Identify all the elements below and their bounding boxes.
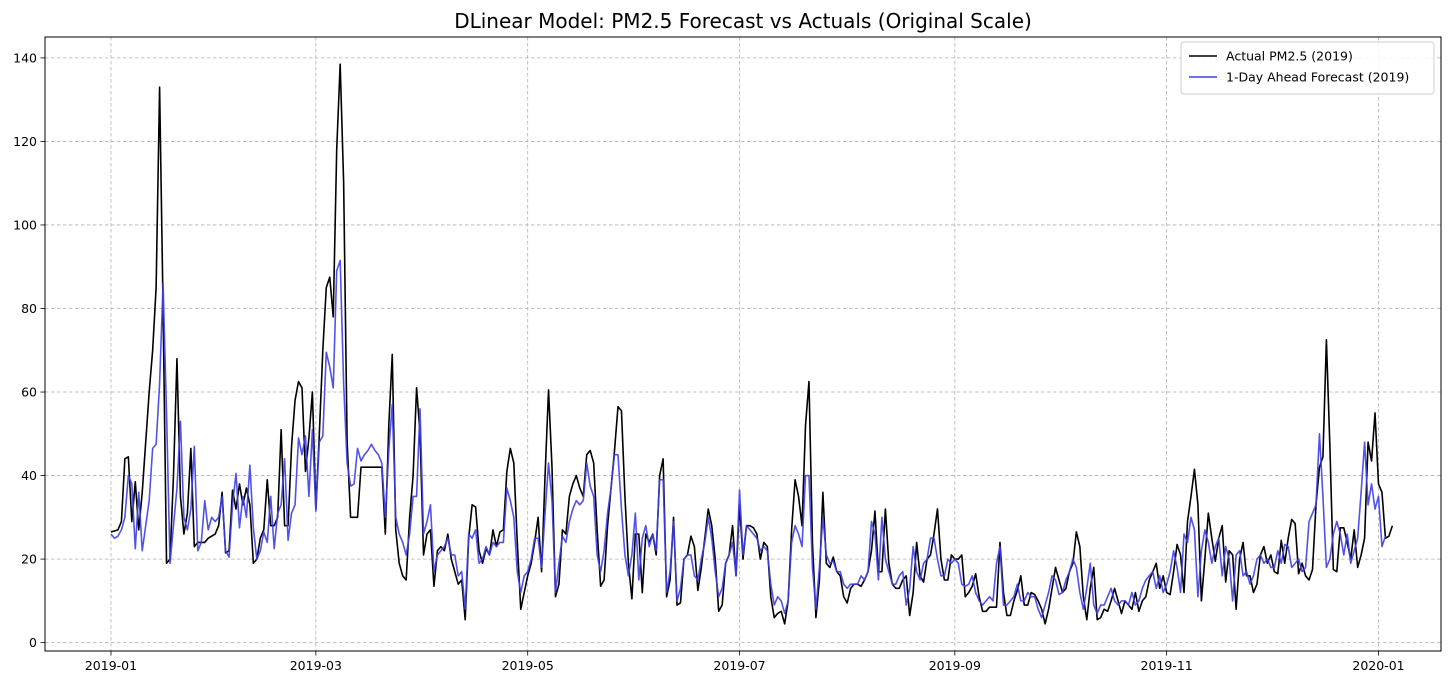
y-tick-label: 80 [21,301,37,316]
y-tick-label: 60 [21,385,37,400]
y-tick-label: 120 [13,134,37,149]
y-tick-label: 0 [29,635,37,650]
legend-box [1180,41,1435,95]
x-tick-label: 2019-07 [713,658,765,673]
legend: Actual PM2.5 (2019) 1-Day Ahead Forecast … [1180,41,1435,95]
x-tick-label: 2019-03 [290,658,342,673]
y-tick-label: 140 [13,50,37,65]
legend-entry: 1-Day Ahead Forecast (2019) [1226,70,1409,85]
y-tick-label: 100 [13,217,37,232]
forecast-series-line [110,259,1387,619]
x-tick-label: 2020-01 [1352,658,1404,673]
x-axis: 2019-01 2019-03 2019-05 2019-07 2019-09 2019-… [85,651,1405,673]
y-tick-label: 20 [21,552,37,567]
y-tick-label: 40 [21,468,37,483]
x-tick-label: 2019-09 [929,658,981,673]
y-axis: 0 20 40 60 80 100 120 140 [13,50,45,650]
x-tick-label: 2019-01 [85,658,137,673]
chart-title: DLinear Model: PM2.5 Forecast vs Actuals… [454,9,1032,33]
plot-frame [44,36,1442,652]
plot-lines [110,63,1394,625]
legend-entry: Actual PM2.5 (2019) [1226,49,1353,64]
x-tick-label: 2019-11 [1141,658,1193,673]
grid [45,37,1441,651]
actual-series-line [110,63,1394,625]
x-tick-label: 2019-05 [502,658,554,673]
